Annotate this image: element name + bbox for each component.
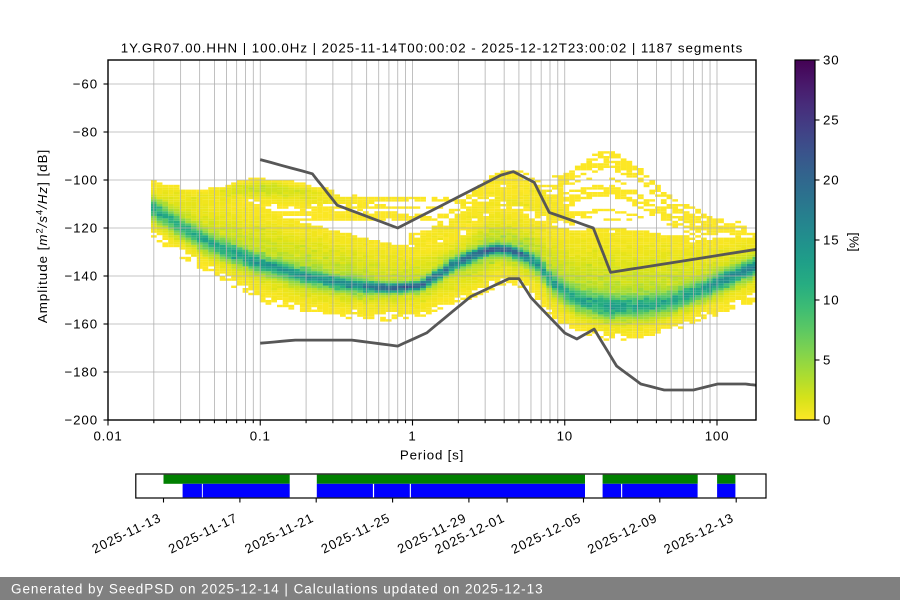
svg-text:100: 100	[705, 428, 730, 443]
svg-text:25: 25	[823, 113, 839, 128]
svg-text:−200: −200	[64, 413, 98, 428]
svg-text:−160: −160	[64, 317, 98, 332]
svg-text:5: 5	[823, 353, 831, 368]
svg-text:1: 1	[408, 428, 416, 443]
svg-text:20: 20	[823, 173, 839, 188]
svg-text:0: 0	[823, 413, 831, 428]
svg-text:Amplitude [m2/s4/Hz] [dB]: Amplitude [m2/s4/Hz] [dB]	[35, 149, 50, 323]
svg-text:15: 15	[823, 233, 839, 248]
svg-text:10: 10	[557, 428, 573, 443]
svg-text:0.1: 0.1	[250, 428, 271, 443]
svg-text:[%]: [%]	[847, 232, 862, 251]
svg-text:−140: −140	[64, 269, 98, 284]
svg-text:−180: −180	[64, 365, 98, 380]
svg-text:Generated by SeedPSD on 2025-1: Generated by SeedPSD on 2025-12-14 | Cal…	[11, 581, 544, 596]
svg-text:Period [s]: Period [s]	[400, 448, 464, 463]
svg-text:−120: −120	[64, 221, 98, 236]
svg-text:30: 30	[823, 53, 839, 68]
svg-text:−60: −60	[73, 77, 98, 92]
svg-text:−100: −100	[64, 173, 98, 188]
svg-text:1Y.GR07.00.HHN | 100.0Hz | 202: 1Y.GR07.00.HHN | 100.0Hz | 2025-11-14T00…	[121, 40, 743, 55]
svg-text:0.01: 0.01	[93, 428, 122, 443]
svg-text:−80: −80	[73, 125, 98, 140]
svg-text:10: 10	[823, 293, 839, 308]
